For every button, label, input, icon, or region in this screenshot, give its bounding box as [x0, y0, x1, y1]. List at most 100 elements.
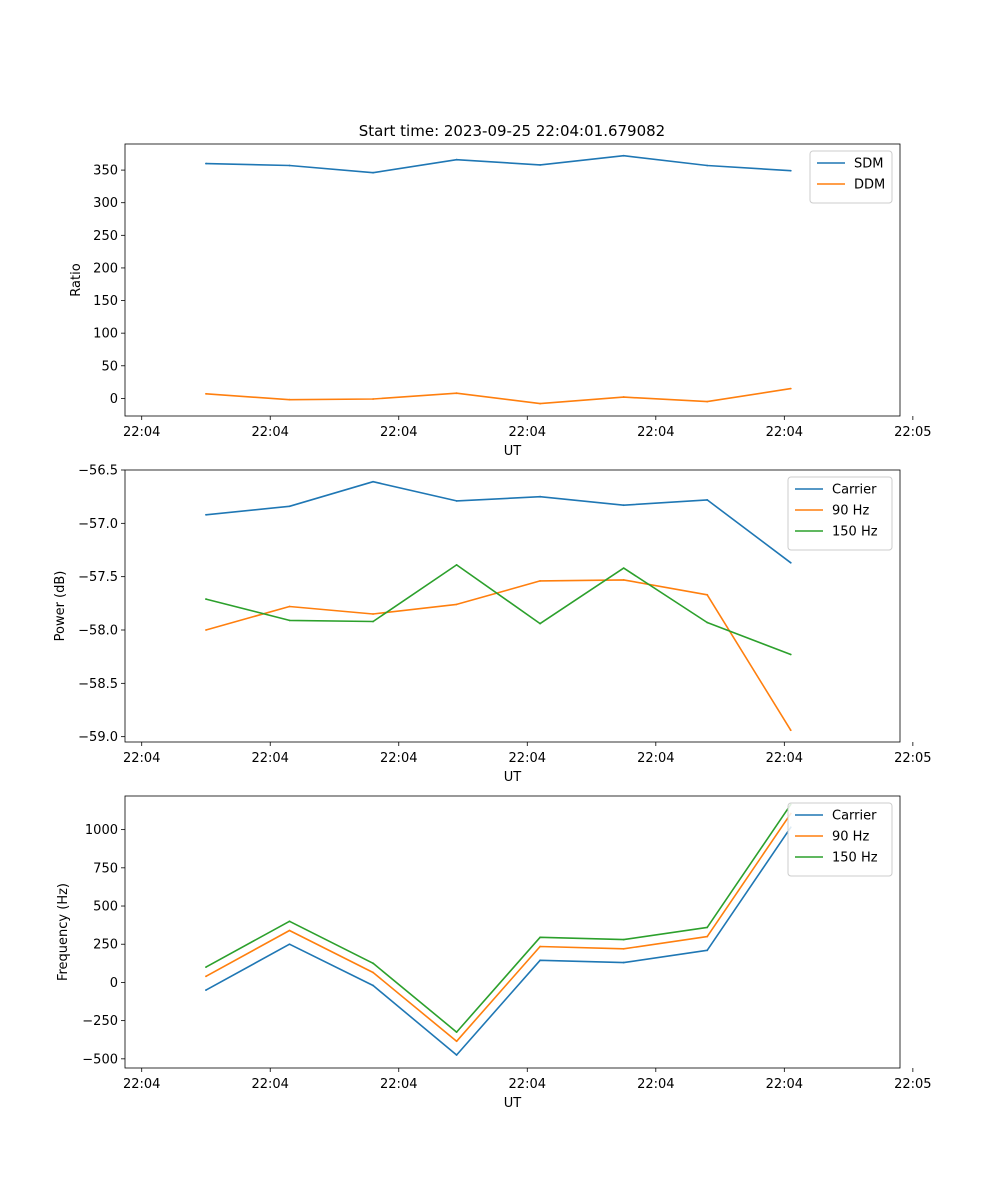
legend: SDM DDM [809, 150, 893, 204]
x-tick-label: 22:04 [766, 425, 803, 440]
data-point-ddm [622, 396, 625, 398]
data-point-ddm [372, 398, 374, 400]
data-point-carrier [789, 561, 792, 564]
data-point-90-hz [205, 629, 207, 631]
data-point-sdm [372, 171, 374, 174]
x-tick-label: 22:04 [766, 751, 803, 766]
data-point-150-hz [288, 920, 291, 923]
data-point-carrier [288, 505, 291, 508]
legend: Carrier 90 Hz 150 Hz [787, 802, 893, 877]
y-tick-label: 1000 [85, 823, 118, 838]
data-point-90-hz [455, 1040, 458, 1043]
data-point-carrier [706, 949, 709, 952]
data-point-150-hz [205, 598, 207, 600]
data-point-90-hz [706, 593, 709, 596]
y-tick-label: −59.0 [78, 730, 118, 745]
data-point-ddm [706, 400, 709, 403]
power-panel: 22:04 22:04 22:04 22:04 22:04 22:04 22:05 −59.0… [53, 464, 932, 786]
x-tick-label: 22:04 [251, 425, 288, 440]
x-tick-label: 22:04 [637, 1077, 674, 1092]
data-point-carrier [205, 989, 207, 991]
data-point-sdm [455, 158, 458, 161]
data-point-150-hz [706, 926, 709, 929]
x-tick-label: 22:05 [894, 751, 931, 766]
data-point-carrier [539, 959, 542, 962]
y-tick-label: 50 [101, 359, 118, 374]
x-tick-label: 22:05 [894, 1077, 931, 1092]
data-point-sdm [706, 164, 709, 167]
x-tick-label: 22:04 [637, 751, 674, 766]
data-point-sdm [622, 154, 625, 157]
data-point-sdm [205, 162, 207, 165]
x-tick-label: 22:04 [380, 751, 417, 766]
data-point-carrier [372, 984, 374, 987]
data-point-150-hz [539, 936, 542, 939]
x-tick-label: 22:04 [509, 425, 546, 440]
series-line-carrier [205, 826, 792, 1056]
data-point-sdm [789, 169, 792, 172]
data-point-carrier [372, 480, 374, 483]
x-axis-label: UT [504, 770, 522, 785]
data-point-150-hz [539, 622, 542, 625]
data-point-sdm [288, 164, 291, 167]
data-point-90-hz [288, 929, 291, 932]
x-tick-label: 22:04 [380, 1077, 417, 1092]
data-point-90-hz [539, 945, 542, 948]
x-axis-label: UT [504, 444, 522, 459]
data-point-ddm [455, 392, 458, 395]
y-tick-label: −57.5 [78, 570, 118, 585]
series-line-90-hz [205, 813, 792, 1043]
series-line-ddm [205, 387, 791, 405]
legend-label: DDM [854, 178, 885, 193]
data-point-150-hz [205, 966, 207, 969]
y-tick-label: 100 [93, 327, 118, 342]
data-point-ddm [789, 387, 792, 390]
x-tick-label: 22:04 [123, 1077, 160, 1092]
data-point-150-hz [622, 567, 625, 570]
data-point-carrier [455, 500, 458, 502]
y-tick-label: 250 [93, 229, 118, 244]
y-axis-label: Frequency (Hz) [56, 883, 71, 981]
legend-label: 150 Hz [832, 525, 878, 540]
legend-label: 90 Hz [832, 504, 869, 519]
data-point-90-hz [205, 975, 207, 978]
data-point-carrier [288, 943, 291, 946]
y-tick-label: −57.0 [78, 517, 118, 532]
data-point-150-hz [455, 564, 458, 566]
data-point-150-hz [372, 620, 374, 623]
data-point-sdm [539, 163, 542, 166]
y-tick-label: 0 [110, 392, 118, 407]
x-tick-label: 22:04 [637, 425, 674, 440]
data-point-ddm [288, 398, 291, 401]
x-tick-label: 22:04 [509, 751, 546, 766]
y-tick-label: −58.5 [78, 677, 118, 692]
legend-label: SDM [854, 157, 883, 172]
legend-box [809, 150, 893, 204]
data-point-ddm [539, 402, 542, 405]
y-tick-label: 250 [93, 938, 118, 953]
data-point-90-hz [789, 729, 792, 732]
x-tick-label: 22:04 [251, 751, 288, 766]
axes-frame [124, 469, 901, 743]
y-tick-label: 200 [93, 261, 118, 276]
figure-title: Start time: 2023-09-25 22:04:01.679082 [359, 122, 665, 140]
y-tick-label: −500 [82, 1052, 118, 1067]
legend-label: Carrier [832, 483, 877, 498]
axes-frame [124, 143, 901, 417]
y-axis-label: Ratio [69, 263, 84, 296]
data-point-carrier [205, 513, 207, 516]
data-point-150-hz [455, 1031, 458, 1033]
x-tick-label: 22:04 [123, 751, 160, 766]
series-line-150-hz [205, 564, 792, 656]
legend-label: 150 Hz [832, 851, 878, 866]
data-point-carrier [622, 961, 625, 964]
x-tick-label: 22:04 [380, 425, 417, 440]
legend-label: Carrier [832, 809, 877, 824]
series-line-carrier [205, 480, 792, 564]
y-tick-label: −58.0 [78, 624, 118, 639]
data-point-150-hz [622, 938, 625, 941]
y-tick-label: 500 [93, 900, 118, 915]
x-tick-label: 22:04 [123, 425, 160, 440]
y-axis-label: Power (dB) [53, 571, 68, 642]
